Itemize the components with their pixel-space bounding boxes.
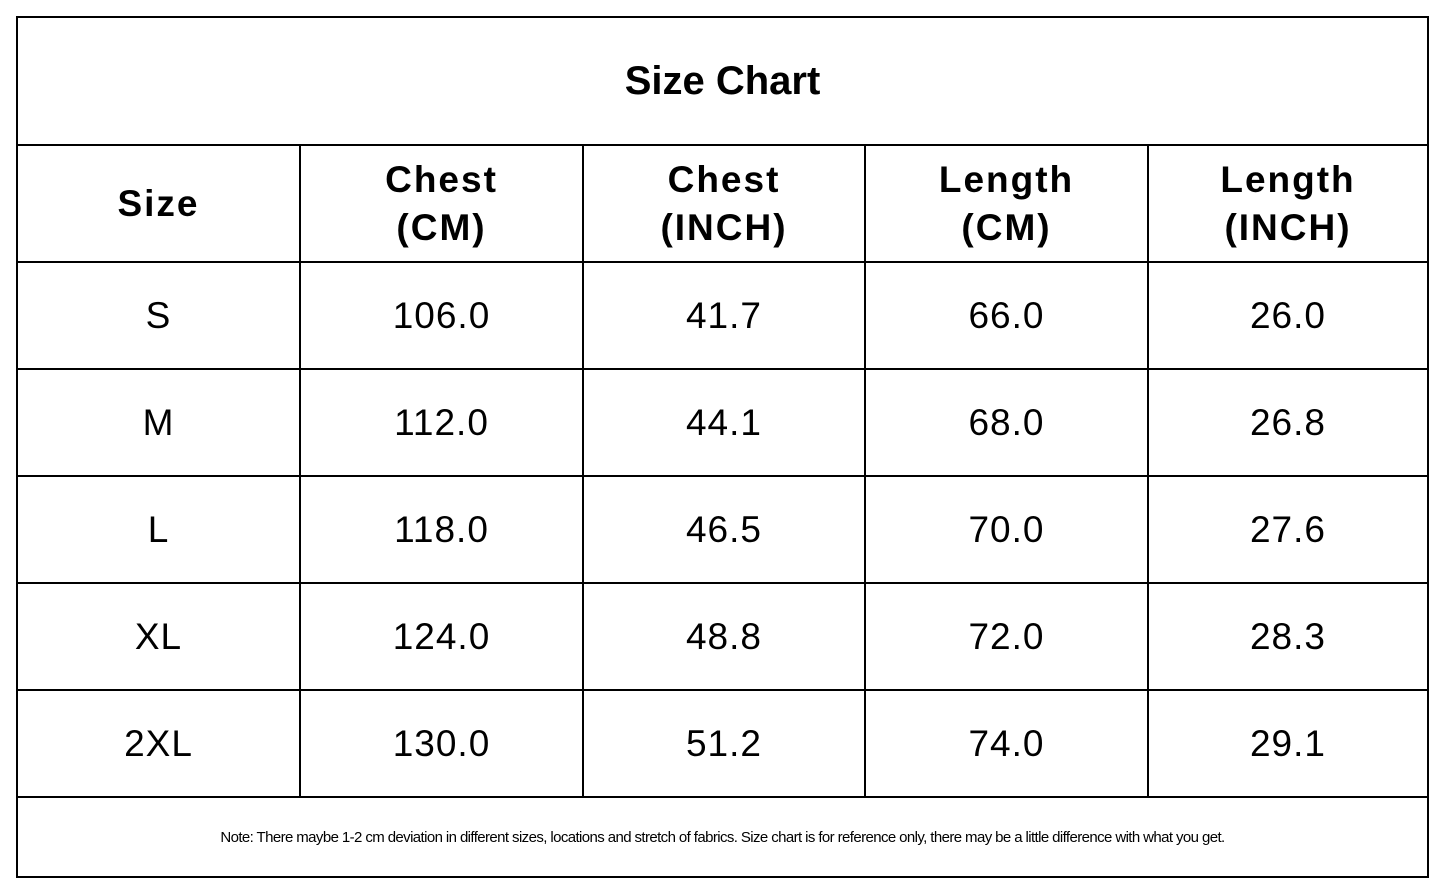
cell-length-inch: 27.6: [1148, 476, 1427, 584]
table-row: L 118.0 46.5 70.0 27.6: [18, 476, 1427, 584]
cell-length-cm: 68.0: [865, 369, 1149, 477]
table-row: M 112.0 44.1 68.0 26.8: [18, 369, 1427, 477]
cell-chest-inch: 51.2: [583, 690, 866, 798]
cell-length-inch: 26.8: [1148, 369, 1427, 477]
cell-size: XL: [18, 583, 301, 691]
note-text: Note: There maybe 1-2 cm deviation in di…: [220, 828, 1225, 846]
header-chest-inch: Chest (INCH): [583, 146, 866, 263]
cell-length-inch: 29.1: [1148, 690, 1427, 798]
header-size: Size: [18, 146, 301, 263]
cell-chest-cm: 118.0: [300, 476, 584, 584]
header-size-label: Size: [117, 182, 200, 224]
header-row: Size Chest (CM) Chest (INCH) Length (CM)…: [18, 146, 1427, 263]
cell-length-cm: 72.0: [865, 583, 1149, 691]
cell-chest-inch: 46.5: [583, 476, 866, 584]
table-row: 2XL 130.0 51.2 74.0 29.1: [18, 690, 1427, 798]
table-row: XL 124.0 48.8 72.0 28.3: [18, 583, 1427, 691]
cell-size: M: [18, 369, 301, 477]
header-chest-cm-line1: Chest: [385, 158, 498, 200]
note-row: Note: There maybe 1-2 cm deviation in di…: [18, 798, 1427, 876]
cell-size: L: [18, 476, 301, 584]
header-chest-cm-line2: (CM): [396, 206, 487, 248]
cell-chest-cm: 106.0: [300, 262, 584, 370]
header-chest-inch-line2: (INCH): [660, 206, 788, 248]
cell-size: 2XL: [18, 690, 301, 798]
size-table: Size Chest (CM) Chest (INCH) Length (CM)…: [18, 146, 1427, 798]
header-length-cm-line2: (CM): [961, 206, 1052, 248]
cell-chest-inch: 44.1: [583, 369, 866, 477]
title-row: Size Chart: [18, 18, 1427, 146]
cell-length-cm: 74.0: [865, 690, 1149, 798]
header-chest-cm: Chest (CM): [300, 146, 584, 263]
cell-length-cm: 70.0: [865, 476, 1149, 584]
cell-chest-cm: 130.0: [300, 690, 584, 798]
header-length-inch-line2: (INCH): [1224, 206, 1352, 248]
table-row: S 106.0 41.7 66.0 26.0: [18, 262, 1427, 370]
cell-length-inch: 26.0: [1148, 262, 1427, 370]
header-length-inch-line1: Length: [1220, 158, 1356, 200]
header-length-cm-line1: Length: [938, 158, 1075, 200]
cell-length-cm: 66.0: [865, 262, 1149, 370]
header-length-cm: Length (CM): [865, 146, 1149, 263]
cell-chest-cm: 124.0: [300, 583, 584, 691]
cell-size: S: [18, 262, 301, 370]
cell-length-inch: 28.3: [1148, 583, 1427, 691]
header-length-inch: Length (INCH): [1148, 146, 1427, 263]
cell-chest-inch: 41.7: [583, 262, 866, 370]
cell-chest-inch: 48.8: [583, 583, 866, 691]
chart-title: Size Chart: [624, 58, 821, 103]
header-chest-inch-line1: Chest: [667, 158, 781, 200]
size-chart: Size Chart Size Chest (CM) Chest (INCH): [16, 16, 1429, 878]
cell-chest-cm: 112.0: [300, 369, 584, 477]
